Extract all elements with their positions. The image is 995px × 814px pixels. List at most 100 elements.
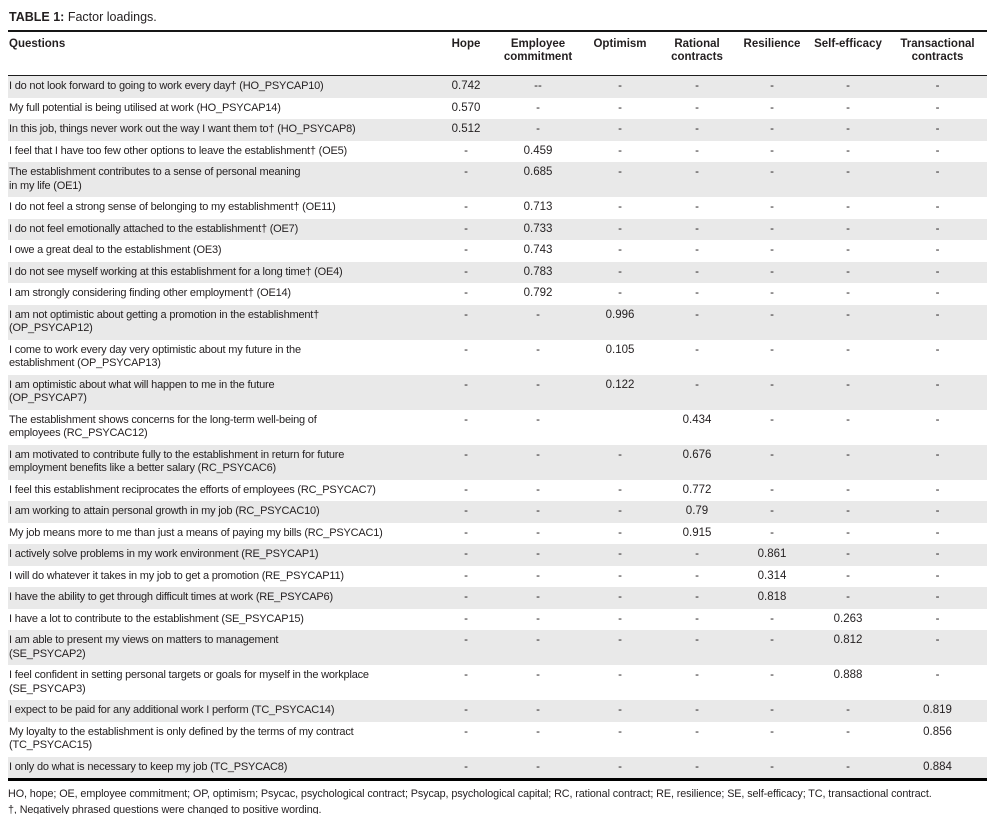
table-row: I am able to present my views on matters… bbox=[8, 630, 987, 665]
question-cell: I do not feel emotionally attached to th… bbox=[9, 222, 299, 235]
loading-cell: - bbox=[695, 725, 699, 738]
loading-cell: - bbox=[618, 222, 622, 235]
question-cell: I will do whatever it takes in my job to… bbox=[9, 569, 344, 582]
loading-cell: - bbox=[695, 244, 699, 256]
loading-cell: - bbox=[695, 548, 699, 560]
loading-cell: - bbox=[846, 308, 850, 321]
loading-cell: - bbox=[618, 201, 622, 213]
loading-cell: - bbox=[846, 287, 850, 299]
loading-cell: - bbox=[846, 101, 850, 114]
loading-cell: - bbox=[935, 80, 940, 92]
loading-cell: - bbox=[770, 144, 774, 157]
loading-cell: - bbox=[935, 591, 940, 603]
table-row: I actively solve problems in my work env… bbox=[8, 544, 987, 566]
loading-cell: - bbox=[464, 704, 468, 716]
loading-cell: - bbox=[770, 222, 774, 235]
loading-cell: - bbox=[770, 244, 774, 256]
table-caption-text: Factor loadings. bbox=[67, 10, 157, 24]
loading-cell: - bbox=[935, 244, 940, 256]
table-row: I have the ability to get through diffic… bbox=[8, 587, 987, 609]
loading-cell: - bbox=[618, 483, 622, 496]
loading-cell: - bbox=[464, 591, 468, 603]
loading-cell: - bbox=[464, 378, 468, 391]
loading-cell: 0.713 bbox=[523, 201, 553, 213]
loading-cell: 0.676 bbox=[682, 448, 712, 461]
loading-cell: - bbox=[464, 725, 468, 738]
loading-cell: - bbox=[464, 526, 468, 539]
question-cell: I am able to present my views on matters… bbox=[9, 634, 279, 660]
loading-cell: - bbox=[770, 378, 774, 391]
table-row: I only do what is necessary to keep my j… bbox=[8, 756, 987, 780]
question-cell: The establishment contributes to a sense… bbox=[9, 166, 301, 192]
table-row: I do not feel emotionally attached to th… bbox=[8, 218, 987, 240]
loading-cell: - bbox=[695, 569, 699, 582]
question-cell: I owe a great deal to the establishment … bbox=[9, 244, 222, 256]
loading-cell: - bbox=[846, 244, 850, 256]
loading-cell: - bbox=[536, 123, 540, 135]
loading-cell: - bbox=[770, 413, 774, 426]
loading-cell: - bbox=[464, 166, 468, 178]
loading-cell: - bbox=[695, 760, 699, 773]
loading-cell: 0.263 bbox=[833, 612, 863, 625]
loading-cell: - bbox=[846, 505, 850, 517]
table-header-row: Questions Hope Employee commitment Optim… bbox=[8, 32, 987, 76]
question-cell: I feel this establishment reciprocates t… bbox=[9, 483, 376, 496]
loading-cell: - bbox=[770, 448, 774, 461]
loading-cell: - bbox=[846, 448, 850, 461]
loading-cell: - bbox=[770, 80, 774, 92]
loading-cell: 0.743 bbox=[523, 244, 553, 256]
loading-cell: - bbox=[618, 591, 622, 603]
loading-cell: - bbox=[770, 634, 774, 646]
table-row: I feel that I have too few other options… bbox=[8, 140, 987, 162]
column-header-self-efficacy: Self-efficacy bbox=[808, 32, 888, 76]
loading-cell: - bbox=[846, 265, 850, 278]
loading-cell: - bbox=[618, 612, 622, 625]
loading-cell: - bbox=[536, 343, 540, 356]
loading-cell: - bbox=[464, 505, 468, 517]
table-row: I do not feel a strong sense of belongin… bbox=[8, 197, 987, 219]
question-cell: I am working to attain personal growth i… bbox=[9, 505, 320, 517]
loading-cell: - bbox=[770, 343, 774, 356]
loading-cell: - bbox=[536, 308, 540, 321]
loading-cell: - bbox=[846, 704, 850, 716]
footnote-abbreviations: HO, hope; OE, employee commitment; OP, o… bbox=[8, 788, 932, 800]
loading-cell: - bbox=[846, 725, 850, 738]
loading-cell: 0.783 bbox=[523, 265, 553, 278]
question-cell: My loyalty to the establishment is only … bbox=[9, 725, 354, 752]
loading-cell: - bbox=[770, 166, 774, 178]
loading-cell: - bbox=[695, 378, 699, 391]
loading-cell: - bbox=[695, 166, 699, 178]
loading-cell: - bbox=[536, 413, 540, 426]
question-cell: In this job, things never work out the w… bbox=[9, 123, 356, 135]
loading-cell: - bbox=[618, 548, 622, 560]
loading-cell: - bbox=[618, 725, 622, 738]
loading-cell: - bbox=[618, 505, 622, 517]
loading-cell: 0.742 bbox=[451, 80, 481, 92]
column-header-questions: Questions bbox=[8, 32, 438, 76]
table-row: My full potential is being utilised at w… bbox=[8, 97, 987, 119]
loading-cell: - bbox=[536, 634, 540, 646]
loading-cell: - bbox=[536, 612, 540, 625]
table-row: I do not see myself working at this esta… bbox=[8, 261, 987, 283]
loading-cell: - bbox=[846, 222, 850, 235]
question-cell: I do not see myself working at this esta… bbox=[9, 265, 343, 278]
table-row: The establishment shows concerns for the… bbox=[8, 409, 987, 445]
loading-cell: 0.818 bbox=[757, 591, 787, 603]
question-cell: I am not optimistic about getting a prom… bbox=[9, 308, 320, 335]
loading-cell: - bbox=[536, 569, 540, 582]
table-row: My job means more to me than just a mean… bbox=[8, 522, 987, 544]
loading-cell: - bbox=[536, 669, 540, 681]
loading-cell: - bbox=[770, 308, 774, 321]
loading-cell: - bbox=[695, 101, 699, 114]
loading-cell: - bbox=[536, 483, 540, 496]
loading-cell: - bbox=[935, 287, 940, 299]
loading-cell: - bbox=[770, 287, 774, 299]
loading-cell: - bbox=[935, 448, 940, 461]
loading-cell: 0.915 bbox=[682, 526, 712, 539]
loading-cell: - bbox=[618, 669, 622, 681]
loading-cell: - bbox=[464, 287, 468, 299]
table-row: My loyalty to the establishment is only … bbox=[8, 721, 987, 757]
table-caption: TABLE 1: Factor loadings. bbox=[8, 8, 987, 30]
loading-cell: - bbox=[935, 526, 940, 539]
loading-cell: - bbox=[770, 669, 774, 681]
